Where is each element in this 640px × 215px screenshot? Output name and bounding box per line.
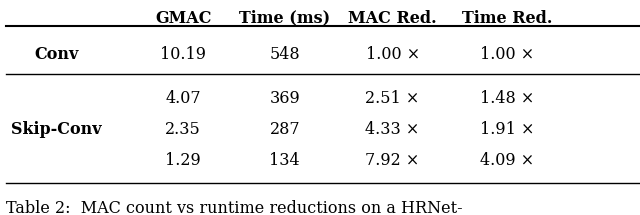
Text: 1.00 ×: 1.00 × (365, 46, 420, 63)
Text: 7.92 ×: 7.92 × (365, 152, 420, 169)
Text: 10.19: 10.19 (160, 46, 206, 63)
Text: 2.35: 2.35 (165, 121, 201, 138)
Text: 1.00 ×: 1.00 × (480, 46, 534, 63)
Text: Conv: Conv (34, 46, 79, 63)
Text: MAC Red.: MAC Red. (348, 10, 437, 27)
Text: GMAC: GMAC (155, 10, 211, 27)
Text: Time (ms): Time (ms) (239, 10, 330, 27)
Text: 4.07: 4.07 (166, 90, 201, 107)
Text: 1.48 ×: 1.48 × (479, 90, 534, 107)
Text: 1.91 ×: 1.91 × (479, 121, 534, 138)
Text: Time Red.: Time Red. (461, 10, 552, 27)
Text: 4.33 ×: 4.33 × (365, 121, 420, 138)
Text: 134: 134 (269, 152, 300, 169)
Text: Skip-Conv: Skip-Conv (11, 121, 102, 138)
Text: 4.09 ×: 4.09 × (480, 152, 534, 169)
Text: 548: 548 (269, 46, 300, 63)
Text: 1.29: 1.29 (165, 152, 201, 169)
Text: 2.51 ×: 2.51 × (365, 90, 420, 107)
Text: 369: 369 (269, 90, 300, 107)
Text: 287: 287 (269, 121, 300, 138)
Text: Table 2:  MAC count vs runtime reductions on a HRNet-: Table 2: MAC count vs runtime reductions… (6, 200, 462, 215)
